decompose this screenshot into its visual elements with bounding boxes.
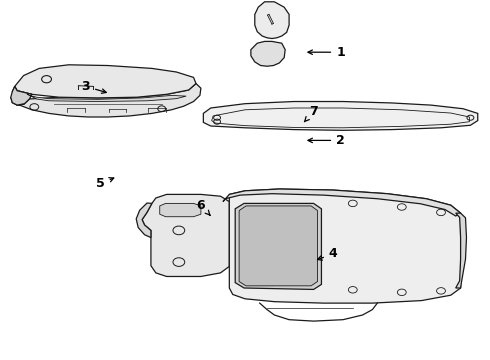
PathPatch shape (456, 213, 466, 288)
Text: 1: 1 (308, 46, 345, 59)
PathPatch shape (136, 203, 152, 238)
Text: 4: 4 (318, 247, 338, 260)
PathPatch shape (255, 2, 289, 39)
PathPatch shape (235, 203, 321, 289)
Text: 3: 3 (81, 80, 106, 93)
PathPatch shape (11, 84, 201, 117)
PathPatch shape (11, 86, 32, 105)
Text: 5: 5 (96, 177, 114, 190)
PathPatch shape (229, 189, 461, 303)
PathPatch shape (12, 86, 32, 99)
PathPatch shape (223, 189, 461, 216)
Text: 6: 6 (196, 199, 210, 215)
PathPatch shape (27, 94, 186, 102)
PathPatch shape (11, 97, 24, 105)
Text: 2: 2 (308, 134, 345, 147)
Text: 7: 7 (304, 105, 318, 122)
PathPatch shape (239, 206, 318, 286)
PathPatch shape (142, 194, 229, 276)
PathPatch shape (160, 203, 201, 217)
PathPatch shape (203, 102, 478, 130)
PathPatch shape (251, 41, 285, 66)
PathPatch shape (15, 65, 196, 98)
